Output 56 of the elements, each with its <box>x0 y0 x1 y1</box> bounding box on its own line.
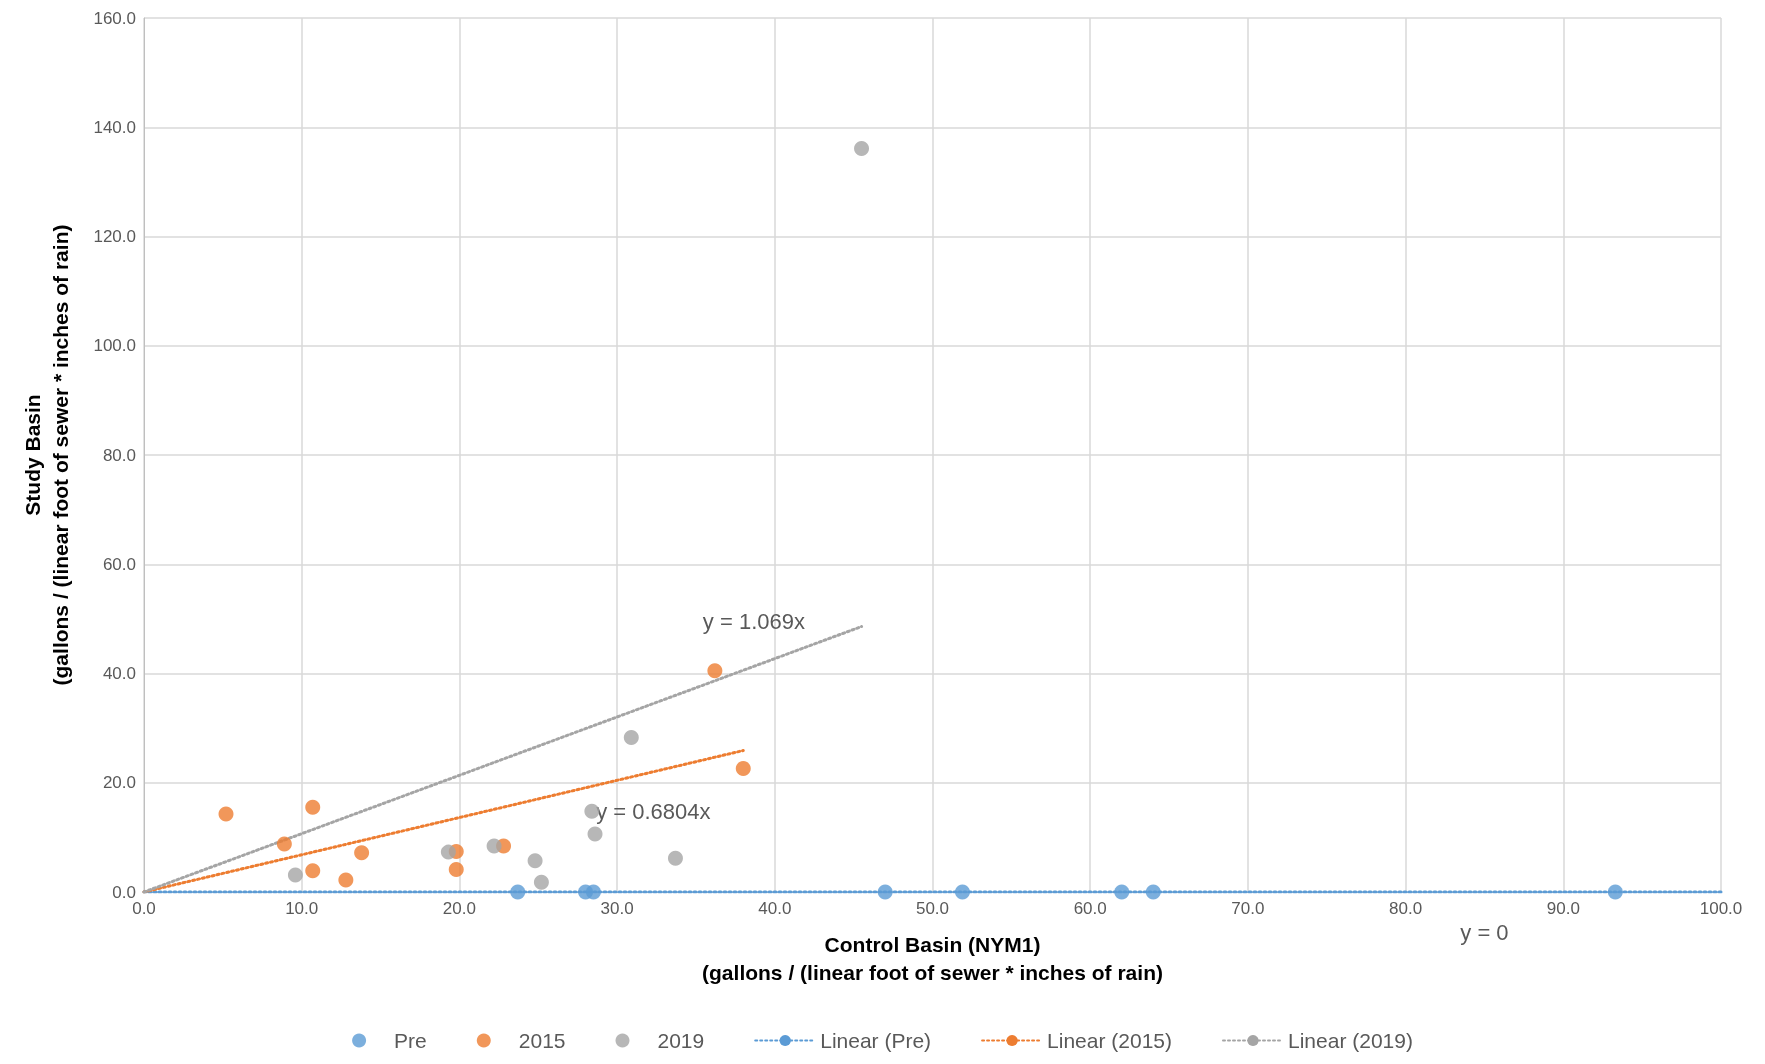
point <box>954 884 970 900</box>
y-tick-label: 140.0 <box>93 117 136 137</box>
point <box>1607 884 1623 900</box>
point <box>877 884 893 900</box>
y-tick-label: 40.0 <box>102 664 136 683</box>
point <box>623 729 639 745</box>
legend-label: 2015 <box>518 1029 566 1052</box>
x-axis-title: Control Basin (NYM1) (gallons / (linear foot of sewer * inches of rain) <box>702 932 1163 984</box>
point <box>276 836 292 852</box>
point <box>486 838 502 854</box>
x-tick-label: 100.0 <box>1699 899 1743 918</box>
point <box>533 874 549 890</box>
x-tick-label: 20.0 <box>442 899 476 918</box>
point <box>305 799 321 815</box>
legend-label: Linear (2019) <box>1287 1029 1413 1052</box>
legend-label: Linear (2015) <box>1047 1029 1172 1052</box>
point <box>218 806 234 822</box>
x-tick-label: 30.0 <box>600 899 634 918</box>
y-tick-label: 0.0 <box>112 882 136 902</box>
point <box>707 663 723 679</box>
point <box>587 826 603 842</box>
point <box>527 853 543 869</box>
point <box>287 867 303 883</box>
y-tick-label: 80.0 <box>102 445 136 465</box>
point <box>354 845 370 861</box>
point <box>735 761 751 777</box>
legend-label: 2019 <box>657 1029 705 1052</box>
x-tick-label: 40.0 <box>758 899 792 918</box>
x-tick-label: 70.0 <box>1231 899 1265 918</box>
x-tick-label: 0.0 <box>132 899 156 918</box>
point <box>1114 884 1130 900</box>
y-tick-label: 120.0 <box>93 227 136 246</box>
point <box>440 844 456 860</box>
legend-label: Linear (Pre) <box>820 1029 932 1052</box>
point <box>338 872 354 888</box>
point <box>667 850 683 866</box>
point <box>448 862 464 878</box>
x-tick-label: 50.0 <box>915 899 950 918</box>
annotation: y = 1.069x <box>702 608 805 634</box>
point <box>854 141 870 157</box>
text: y = 0 <box>1460 919 1509 945</box>
legend-label: Pre <box>394 1029 427 1052</box>
x-tick-label: 90.0 <box>1546 899 1580 918</box>
y-tick-label: 100.0 <box>93 336 136 356</box>
x-tick-label: 80.0 <box>1389 899 1423 918</box>
x-tick-label: 60.0 <box>1073 899 1107 918</box>
x-tick-label: 10.0 <box>285 899 319 918</box>
point <box>510 884 526 900</box>
point <box>585 884 601 900</box>
y-tick-label: 20.0 <box>102 773 136 793</box>
y-tick-label: 160.0 <box>93 8 136 28</box>
y-tick-label: 60.0 <box>102 554 136 574</box>
y-axis-title: Study Basin (gallons / (linear foot of sewer * inches of rain) <box>20 224 72 686</box>
point <box>1145 884 1161 900</box>
point <box>305 863 321 879</box>
annotation: y = 0.6804x <box>596 799 711 825</box>
